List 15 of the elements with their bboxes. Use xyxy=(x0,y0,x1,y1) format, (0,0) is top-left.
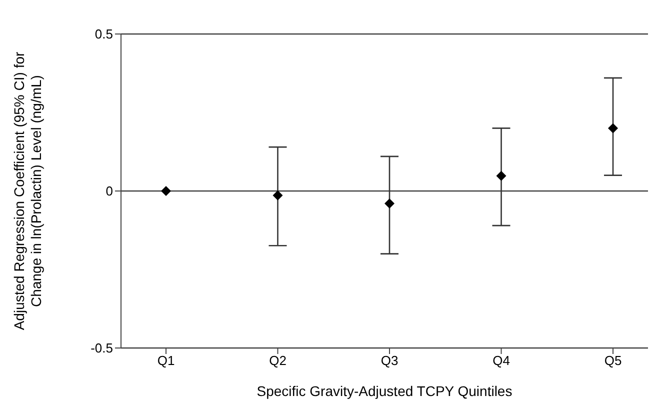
y-tick-label: -0.5 xyxy=(90,340,113,356)
x-tick-label: Q3 xyxy=(380,353,398,368)
x-tick-label: Q1 xyxy=(157,353,175,368)
x-tick-label: Q5 xyxy=(604,353,622,368)
point xyxy=(496,170,506,181)
point xyxy=(608,123,618,134)
y-axis-title: Adjusted Regression Coefficient (95% CI) for Change in ln(Prolactin) Level (ng/mL) xyxy=(11,52,44,330)
y-tick-label: 0 xyxy=(106,184,113,199)
point xyxy=(272,190,283,200)
x-tick-label: Q4 xyxy=(492,353,510,368)
point xyxy=(161,186,171,196)
point xyxy=(384,198,394,209)
y-tick-label: 0.5 xyxy=(94,26,113,42)
x-axis-title: Specific Gravity-Adjusted TCPY Quintiles xyxy=(256,382,512,399)
x-tick-label: Q2 xyxy=(269,353,286,368)
